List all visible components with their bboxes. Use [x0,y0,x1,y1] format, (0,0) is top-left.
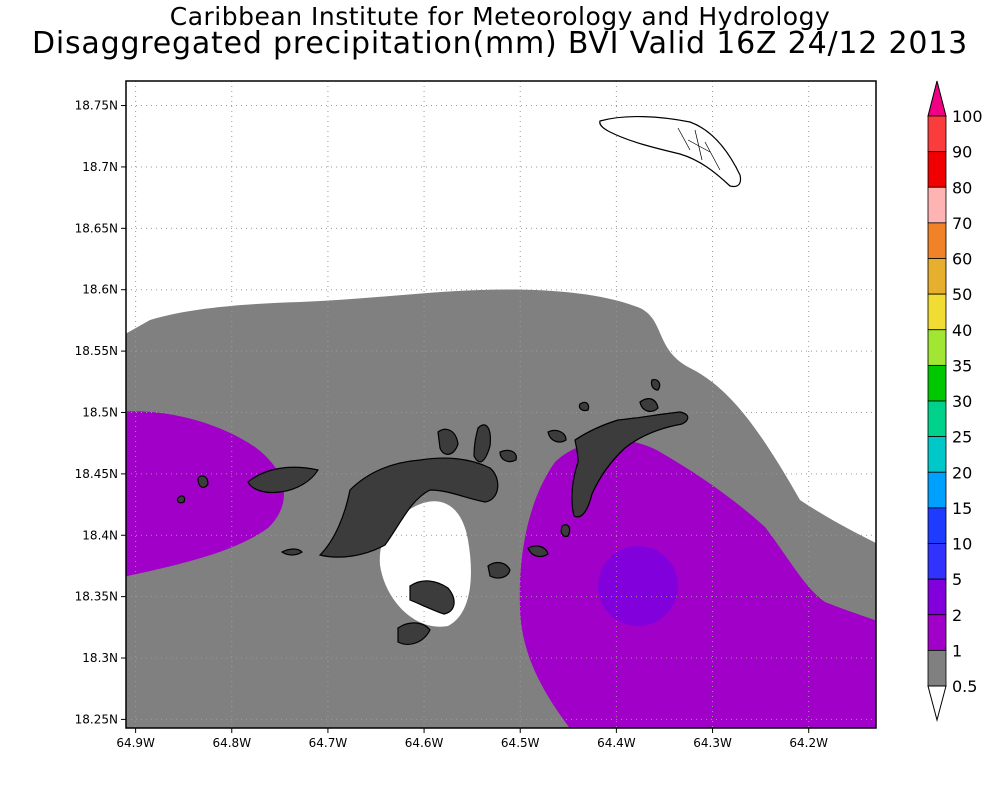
colorbar-swatch [927,400,947,438]
island-dog-islands [547,429,567,443]
colorbar-label: 0.5 [952,677,977,696]
island-necker [578,401,590,412]
colorbar-swatch [927,115,947,153]
lat-tick-label: 18.3N [82,651,118,665]
precip-field-1-2-east [519,440,876,728]
longitude-axis: 64.9W 64.8W 64.7W 64.6W 64.5W 64.4W 64.3W 64.2W [116,728,828,750]
colorbar-label: 90 [952,143,972,162]
precip-field-1-2-west [126,411,284,577]
precip-fields [126,289,876,728]
colorbar-label: 70 [952,214,972,233]
colorbar-label: 15 [952,499,972,518]
colorbar-swatch [927,649,947,687]
lat-tick-label: 18.25N [75,712,118,726]
island-fallen-jerusalem [560,524,571,537]
color-legend: 100 90 80 70 60 50 40 35 30 25 20 15 10 5 2 1 0.5 [927,80,983,722]
lat-tick-label: 18.45N [75,467,118,481]
colorbar-swatch [927,471,947,509]
colorbar-label: 1 [952,641,962,660]
lat-tick-label: 18.4N [82,528,118,542]
colorbar-label: 5 [952,570,962,589]
colorbar-label: 30 [952,392,972,411]
island-great-tobago [197,475,209,488]
island-thatch-cay [280,548,303,556]
island-virgin-gorda [571,411,689,518]
island-peter [397,622,431,645]
island-salt-island [487,561,511,579]
lon-tick-label: 64.9W [116,736,155,750]
colorbar-label: 50 [952,285,972,304]
island-beef-island [499,449,517,463]
colorbar-label: 35 [952,356,972,375]
island-tortola [318,457,499,558]
lat-tick-label: 18.55N [75,344,118,358]
precip-field-2-5 [598,546,678,626]
lat-tick-label: 18.6N [82,283,118,297]
lat-tick-label: 18.65N [75,221,118,235]
colorbar-label: 10 [952,535,972,554]
lat-tick-label: 18.7N [82,160,118,174]
colorbar-label: 2 [952,606,962,625]
colorbar-swatch [927,293,947,331]
island-great-camanoe [473,424,491,463]
colorbar-swatch [927,258,947,295]
colorbar-top-arrow [927,80,947,117]
lat-tick-label: 18.5N [82,405,118,419]
colorbar-swatch [927,151,947,188]
colorbar-label: 25 [952,428,972,447]
lat-tick-label: 18.75N [75,99,118,113]
colorbar-bottom-arrow [927,685,947,722]
latitude-axis: 18.75N 18.7N 18.65N 18.6N 18.55N 18.5N 18.45N 1… [75,99,126,726]
colorbar-swatch [927,186,947,224]
island-anegada [599,116,742,188]
colorbar-label: 20 [952,463,972,482]
colorbar-label: 60 [952,250,972,269]
island-ginger [527,545,549,558]
colorbar-label: 40 [952,321,972,340]
grid-lines [126,81,876,728]
colorbar-swatch [927,507,947,544]
colorbar-swatch [927,543,947,580]
colorbar-swatch [927,578,947,616]
colorbar-swatch [927,329,947,366]
lon-tick-label: 64.4W [597,736,636,750]
island-norman [409,580,455,615]
plot-frame [125,80,877,729]
colorbar-swatch [927,222,947,259]
lon-tick-label: 64.2W [789,736,828,750]
island-little-tobago [176,495,186,504]
colorbar-label: 100 [952,107,983,126]
chart-subtitle: Disaggregated precipitation(mm) BVI Vali… [31,26,969,61]
lat-tick-label: 18.35N [75,590,118,604]
island-prickly-pear [650,379,661,391]
lon-tick-label: 64.5W [501,736,540,750]
islands [176,116,742,645]
chart-title: Caribbean Institute for Meteorology and … [169,2,831,31]
island-anegada-lagoon [677,127,721,171]
island-guana [437,428,459,455]
colorbar-swatch [927,364,947,402]
lon-tick-label: 64.7W [309,736,348,750]
lon-tick-label: 64.6W [405,736,444,750]
colorbar-swatch [927,614,947,651]
colorbar-swatch [927,436,947,473]
colorbar-label: 80 [952,178,972,197]
lon-tick-label: 64.3W [693,736,732,750]
island-eustatia [639,398,659,412]
island-jost-van-dyke [247,466,319,494]
lon-tick-label: 64.8W [212,736,251,750]
